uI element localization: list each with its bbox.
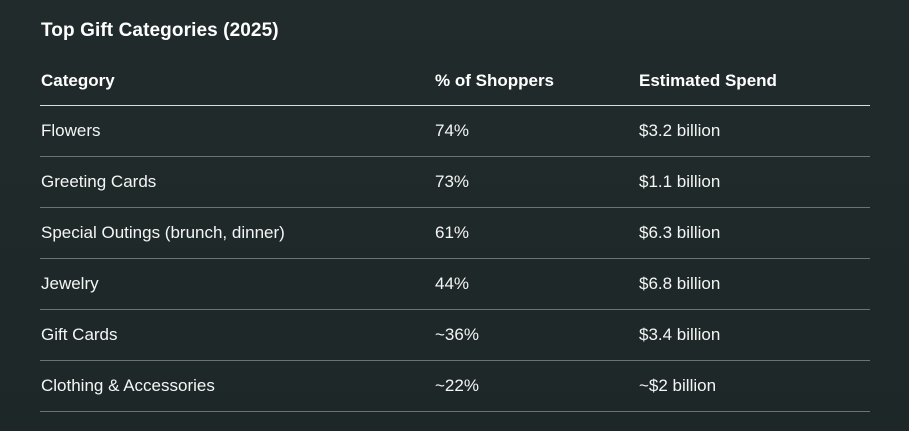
cell-spend: $3.4 billion [638,309,870,361]
cell-category: Greeting Cards [40,156,434,208]
table-row: Greeting Cards 73% $1.1 billion [40,156,870,208]
cell-spend: ~$2 billion [638,360,870,412]
table-row: Gift Cards ~36% $3.4 billion [40,309,870,361]
cell-category: Special Outings (brunch, dinner) [40,207,434,259]
cell-category: Flowers [40,105,434,157]
cell-spend: $3.2 billion [638,105,870,157]
cell-shoppers: ~36% [434,309,638,361]
table-row: Clothing & Accessories ~22% ~$2 billion [40,360,870,412]
cell-shoppers: 74% [434,105,638,157]
cell-shoppers: 73% [434,156,638,208]
table-row: Special Outings (brunch, dinner) 61% $6.… [40,207,870,259]
cell-category: Jewelry [40,258,434,310]
table-header-row: Category % of Shoppers Estimated Spend [40,56,870,106]
column-header-shoppers: % of Shoppers [434,56,638,106]
table-row: Jewelry 44% $6.8 billion [40,258,870,310]
cell-shoppers: ~22% [434,360,638,412]
cell-spend: $1.1 billion [638,156,870,208]
cell-shoppers: 61% [434,207,638,259]
gift-categories-table: Category % of Shoppers Estimated Spend F… [40,56,870,412]
table-row: Flowers 74% $3.2 billion [40,105,870,157]
cell-spend: $6.8 billion [638,258,870,310]
column-header-spend: Estimated Spend [638,56,870,106]
cell-shoppers: 44% [434,258,638,310]
column-header-category: Category [40,56,434,106]
table-title: Top Gift Categories (2025) [41,20,279,41]
cell-category: Clothing & Accessories [40,360,434,412]
cell-category: Gift Cards [40,309,434,361]
cell-spend: $6.3 billion [638,207,870,259]
